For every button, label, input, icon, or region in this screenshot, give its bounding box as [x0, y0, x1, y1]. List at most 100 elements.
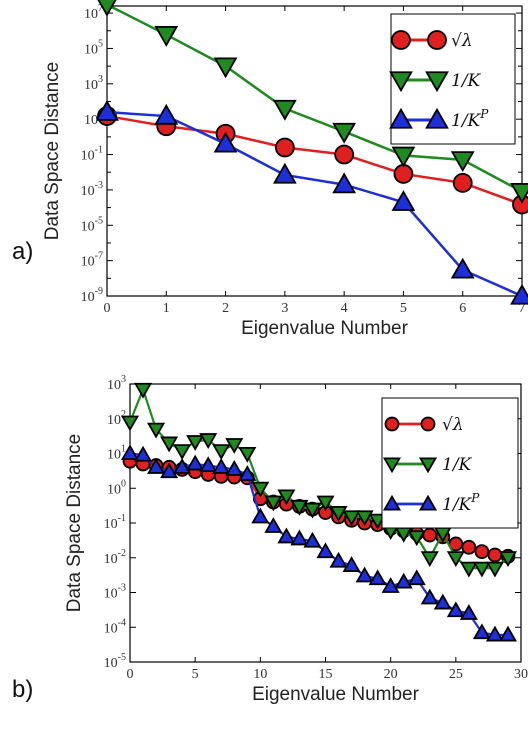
marker-triangle-down	[498, 551, 517, 568]
y-tick-label: 10-7	[81, 251, 103, 270]
legend-entry-label: √λ	[442, 415, 464, 435]
y-tick-label: 10-9	[81, 286, 103, 305]
marker-triangle-up	[213, 131, 238, 153]
marker-triangle-down	[212, 444, 231, 461]
marker-triangle-up	[450, 257, 475, 279]
series-inv-kp	[120, 444, 517, 642]
marker-triangle-down	[459, 561, 478, 578]
legend-entry-label: 1/KP	[451, 107, 489, 131]
x-axis-title: Eigenvalue Number	[241, 318, 409, 339]
x-tick-label: 20	[384, 667, 398, 682]
marker-triangle-up	[316, 542, 335, 559]
marker-triangle-up	[160, 462, 179, 479]
marker-triangle-up	[407, 569, 426, 586]
marker-triangle-down	[425, 71, 449, 93]
y-tick-label: 107	[84, 3, 103, 22]
marker-triangle-up	[382, 494, 402, 511]
x-tick-label: 7	[519, 301, 526, 316]
marker-circle	[391, 30, 411, 50]
x-tick-label: 6	[459, 301, 466, 316]
marker-triangle-up	[303, 531, 322, 548]
y-tick-label: 100	[107, 478, 126, 497]
marker-triangle-down	[173, 444, 192, 461]
marker-triangle-up	[154, 103, 179, 125]
marker-triangle-up	[389, 107, 413, 129]
legend-entry-label: 1/K	[451, 71, 482, 91]
marker-circle	[334, 144, 355, 165]
y-tick-label: 10-5	[104, 652, 126, 671]
marker-triangle-down	[154, 26, 179, 47]
marker-triangle-up	[212, 458, 231, 474]
x-tick-label: 3	[281, 301, 288, 316]
marker-triangle-down	[303, 502, 322, 519]
y-axis-title: Data Space Distance	[42, 62, 63, 241]
chart-panel-b: 0 5 10 15 20 25 30 10-5 10-4 10-3 10-2 10-1 100 101 10…	[64, 374, 528, 705]
series-line	[106, 110, 523, 298]
marker-triangle-down	[389, 71, 413, 93]
marker-triangle-up	[425, 107, 449, 129]
y-tick-label: 101	[107, 444, 126, 463]
marker-triangle-down	[407, 530, 426, 547]
marker-triangle-down	[342, 510, 361, 527]
marker-triangle-up	[355, 566, 374, 583]
marker-triangle-up	[329, 551, 348, 568]
marker-triangle-up	[342, 556, 361, 572]
marker-triangle-down	[472, 561, 491, 578]
marker-circle	[420, 416, 436, 432]
marker-triangle-down	[186, 435, 205, 451]
marker-triangle-down	[450, 151, 475, 173]
x-tick-label: 0	[104, 301, 111, 316]
marker-triangle-down	[264, 495, 283, 512]
marker-triangle-up	[332, 172, 357, 194]
marker-triangle-up	[418, 494, 438, 511]
marker-triangle-up	[251, 507, 270, 524]
marker-triangle-down	[446, 551, 465, 568]
series-line	[106, 3, 523, 193]
x-tick-label: 10	[253, 667, 267, 682]
marker-triangle-down	[316, 495, 335, 512]
marker-triangle-up	[134, 445, 153, 462]
y-tick-label: 10-1	[104, 513, 126, 532]
legend-entry-label: 1/K	[442, 455, 473, 475]
marker-triangle-up	[120, 444, 140, 461]
marker-triangle-down	[120, 415, 140, 432]
marker-triangle-down	[147, 422, 166, 439]
legend-entry-label: 1/KP	[442, 491, 480, 515]
marker-triangle-down	[391, 146, 416, 168]
marker-triangle-up	[290, 529, 309, 546]
marker-triangle-down	[420, 551, 439, 568]
panel-label-b: b)	[12, 676, 34, 703]
marker-triangle-down	[368, 513, 387, 530]
marker-triangle-down	[355, 510, 374, 527]
marker-triangle-down	[160, 436, 179, 453]
marker-triangle-up	[368, 569, 387, 586]
marker-triangle-up	[433, 593, 452, 610]
marker-triangle-up	[510, 283, 528, 305]
marker-triangle-up	[485, 625, 504, 642]
marker-triangle-down	[277, 489, 296, 506]
x-tick-label: 5	[192, 667, 199, 682]
marker-triangle-up	[97, 99, 119, 121]
x-tick-label: 5	[400, 301, 407, 316]
series-inv-kp	[97, 99, 528, 305]
marker-triangle-up	[459, 604, 478, 620]
marker-triangle-up	[173, 458, 192, 474]
marker-triangle-down	[485, 561, 504, 578]
marker-triangle-up	[199, 456, 218, 473]
marker-triangle-down	[510, 182, 528, 204]
y-tick-label: 10-2	[104, 548, 126, 567]
y-tick-label: 102	[107, 409, 126, 428]
series-inv-k	[97, 0, 528, 204]
marker-triangle-up	[225, 460, 244, 476]
y-tick-label: 10-3	[104, 583, 126, 602]
series-inv-k	[120, 382, 517, 578]
legend: √λ 1/K 1/KP	[389, 13, 516, 145]
marker-triangle-down	[290, 499, 309, 516]
y-tick-label: 10-5	[81, 215, 103, 234]
y-tick-label: 10-4	[104, 617, 126, 636]
marker-triangle-up	[391, 190, 416, 211]
x-tick-label: 30	[514, 667, 528, 682]
marker-triangle-down	[238, 446, 257, 463]
y-tick-label: 103	[107, 374, 126, 393]
marker-triangle-down	[329, 506, 348, 522]
